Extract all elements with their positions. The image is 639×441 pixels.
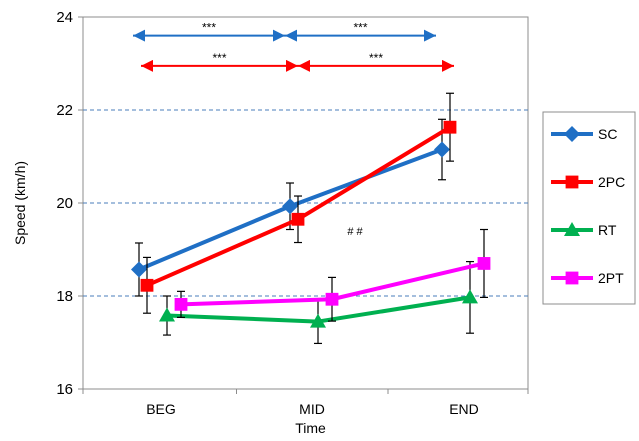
significance-label: *** (369, 51, 383, 65)
x-axis-title: Time (295, 420, 326, 436)
data-point-sc (434, 141, 450, 158)
y-tick-label: 22 (56, 102, 73, 119)
significance-label: *** (202, 21, 216, 35)
data-point-sc (131, 261, 147, 278)
significance-label: *** (212, 51, 226, 65)
x-tick-label: MID (299, 401, 325, 417)
data-point-2pt (477, 257, 491, 270)
y-tick-label: 18 (56, 288, 73, 305)
legend-box (542, 111, 636, 305)
legend-swatch-marker (565, 175, 579, 189)
legend-label: SC (598, 126, 617, 142)
data-point-rt (310, 313, 326, 328)
legend-label: 2PC (598, 174, 625, 190)
significance-label: *** (353, 21, 367, 35)
data-point-2pc (140, 278, 154, 292)
y-tick-label: 20 (56, 195, 73, 212)
data-point-2pt (174, 297, 188, 311)
legend-swatch-marker (564, 222, 580, 236)
legend-swatch-marker (565, 271, 579, 285)
data-point-2pc (291, 212, 305, 226)
legend-label: RT (598, 222, 617, 238)
x-tick-label: BEG (146, 401, 176, 417)
data-point-2pc (443, 120, 457, 134)
y-tick-label: 16 (56, 381, 73, 398)
legend-swatch-marker (564, 126, 580, 142)
data-point-rt (159, 307, 175, 322)
data-point-rt (462, 289, 478, 304)
legend-label: 2PT (598, 270, 624, 286)
significance-label: # # (347, 226, 363, 238)
data-point-2pt (325, 292, 339, 306)
data-point-sc (282, 198, 298, 215)
y-axis-title: Speed (km/h) (12, 161, 28, 245)
y-tick-label: 24 (56, 9, 73, 26)
x-tick-label: END (449, 401, 479, 417)
